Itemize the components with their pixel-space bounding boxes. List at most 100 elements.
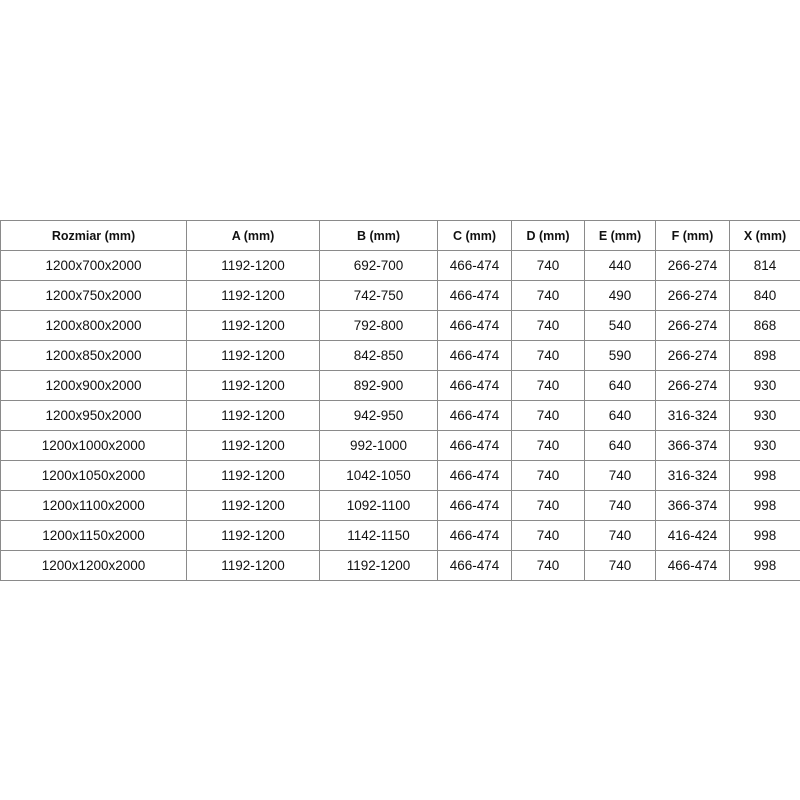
table-cell: 466-474 xyxy=(437,340,512,371)
table-cell: 1200x950x2000 xyxy=(0,400,187,431)
table-cell: 466-474 xyxy=(437,550,512,581)
table-cell: 740 xyxy=(511,310,585,341)
table-cell: 1192-1200 xyxy=(186,460,320,491)
table-cell: 540 xyxy=(584,310,656,341)
table-cell: 1192-1200 xyxy=(186,400,320,431)
table-row: 1200x900x2000 1192-1200 892-900 466-474 740 6… xyxy=(0,370,800,401)
table-cell: 466-474 xyxy=(655,550,730,581)
table-cell: 440 xyxy=(584,250,656,281)
table-cell: 466-474 xyxy=(437,310,512,341)
table-row: 1200x1000x2000 1192-1200 992-1000 466-474 74… xyxy=(0,430,800,461)
table-cell: 1192-1200 xyxy=(186,310,320,341)
table-cell: 740 xyxy=(511,520,585,551)
table-cell: 366-374 xyxy=(655,490,730,521)
table-cell: 1200x750x2000 xyxy=(0,280,187,311)
table-cell: 930 xyxy=(729,430,800,461)
table-cell: 266-274 xyxy=(655,340,730,371)
table-cell: 814 xyxy=(729,250,800,281)
table-cell: 1192-1200 xyxy=(186,370,320,401)
table-cell: 740 xyxy=(584,460,656,491)
column-header: C (mm) xyxy=(437,220,512,251)
table-cell: 1200x1150x2000 xyxy=(0,520,187,551)
table-cell: 740 xyxy=(511,550,585,581)
table-cell: 740 xyxy=(511,280,585,311)
table-row: 1200x1150x2000 1192-1200 1142-1150 466-474 7… xyxy=(0,520,800,551)
table-cell: 316-324 xyxy=(655,400,730,431)
table-cell: 930 xyxy=(729,400,800,431)
table-cell: 998 xyxy=(729,520,800,551)
table-cell: 740 xyxy=(511,250,585,281)
table-row: 1200x750x2000 1192-1200 742-750 466-474 740 4… xyxy=(0,280,800,311)
table-cell: 416-424 xyxy=(655,520,730,551)
table-cell: 1192-1200 xyxy=(186,280,320,311)
table-cell: 692-700 xyxy=(319,250,438,281)
table-cell: 1192-1200 xyxy=(186,340,320,371)
table-cell: 466-474 xyxy=(437,460,512,491)
table-cell: 1200x850x2000 xyxy=(0,340,187,371)
dimensions-table: Rozmiar (mm) A (mm) B (mm) C (mm) D (mm) E (m… xyxy=(0,220,800,581)
table-cell: 840 xyxy=(729,280,800,311)
table-cell: 1200x700x2000 xyxy=(0,250,187,281)
table-cell: 1192-1200 xyxy=(186,490,320,521)
table-cell: 266-274 xyxy=(655,310,730,341)
table-cell: 842-850 xyxy=(319,340,438,371)
table-cell: 590 xyxy=(584,340,656,371)
table-cell: 898 xyxy=(729,340,800,371)
table-cell: 742-750 xyxy=(319,280,438,311)
table-cell: 640 xyxy=(584,430,656,461)
table-cell: 466-474 xyxy=(437,370,512,401)
table-cell: 892-900 xyxy=(319,370,438,401)
table-cell: 998 xyxy=(729,490,800,521)
table-row: 1200x1050x2000 1192-1200 1042-1050 466-474 7… xyxy=(0,460,800,491)
table-cell: 992-1000 xyxy=(319,430,438,461)
table-cell: 1200x1050x2000 xyxy=(0,460,187,491)
table-row: 1200x1100x2000 1192-1200 1092-1100 466-474 7… xyxy=(0,490,800,521)
column-header: A (mm) xyxy=(186,220,320,251)
table-cell: 1200x1000x2000 xyxy=(0,430,187,461)
table-cell: 868 xyxy=(729,310,800,341)
table-cell: 930 xyxy=(729,370,800,401)
table-cell: 1200x800x2000 xyxy=(0,310,187,341)
table-cell: 640 xyxy=(584,400,656,431)
table-cell: 1042-1050 xyxy=(319,460,438,491)
table-cell: 1192-1200 xyxy=(319,550,438,581)
column-header: X (mm) xyxy=(729,220,800,251)
table-cell: 792-800 xyxy=(319,310,438,341)
column-header: Rozmiar (mm) xyxy=(0,220,187,251)
table-cell: 466-474 xyxy=(437,400,512,431)
header-row: Rozmiar (mm) A (mm) B (mm) C (mm) D (mm) E (m… xyxy=(0,220,800,251)
table-cell: 740 xyxy=(584,490,656,521)
table-cell: 998 xyxy=(729,550,800,581)
column-header: F (mm) xyxy=(655,220,730,251)
table-cell: 490 xyxy=(584,280,656,311)
table-cell: 1200x1200x2000 xyxy=(0,550,187,581)
table-cell: 266-274 xyxy=(655,280,730,311)
table-cell: 1142-1150 xyxy=(319,520,438,551)
table-cell: 466-474 xyxy=(437,250,512,281)
column-header: B (mm) xyxy=(319,220,438,251)
table-cell: 1192-1200 xyxy=(186,550,320,581)
table-row: 1200x700x2000 1192-1200 692-700 466-474 740 4… xyxy=(0,250,800,281)
table-cell: 640 xyxy=(584,370,656,401)
table-cell: 942-950 xyxy=(319,400,438,431)
table-cell: 740 xyxy=(511,340,585,371)
table-cell: 1092-1100 xyxy=(319,490,438,521)
table-cell: 740 xyxy=(511,460,585,491)
table-cell: 266-274 xyxy=(655,250,730,281)
table-cell: 1192-1200 xyxy=(186,520,320,551)
table-row: 1200x850x2000 1192-1200 842-850 466-474 740 5… xyxy=(0,340,800,371)
table-cell: 740 xyxy=(584,550,656,581)
table-cell: 740 xyxy=(511,430,585,461)
table-cell: 316-324 xyxy=(655,460,730,491)
table-cell: 466-474 xyxy=(437,520,512,551)
table-cell: 1192-1200 xyxy=(186,430,320,461)
table-cell: 466-474 xyxy=(437,280,512,311)
table-cell: 1200x1100x2000 xyxy=(0,490,187,521)
column-header: E (mm) xyxy=(584,220,656,251)
table-cell: 266-274 xyxy=(655,370,730,401)
table-cell: 740 xyxy=(511,370,585,401)
table-row: 1200x1200x2000 1192-1200 1192-1200 466-474 7… xyxy=(0,550,800,581)
table-cell: 466-474 xyxy=(437,490,512,521)
table-row: 1200x950x2000 1192-1200 942-950 466-474 740 6… xyxy=(0,400,800,431)
column-header: D (mm) xyxy=(511,220,585,251)
